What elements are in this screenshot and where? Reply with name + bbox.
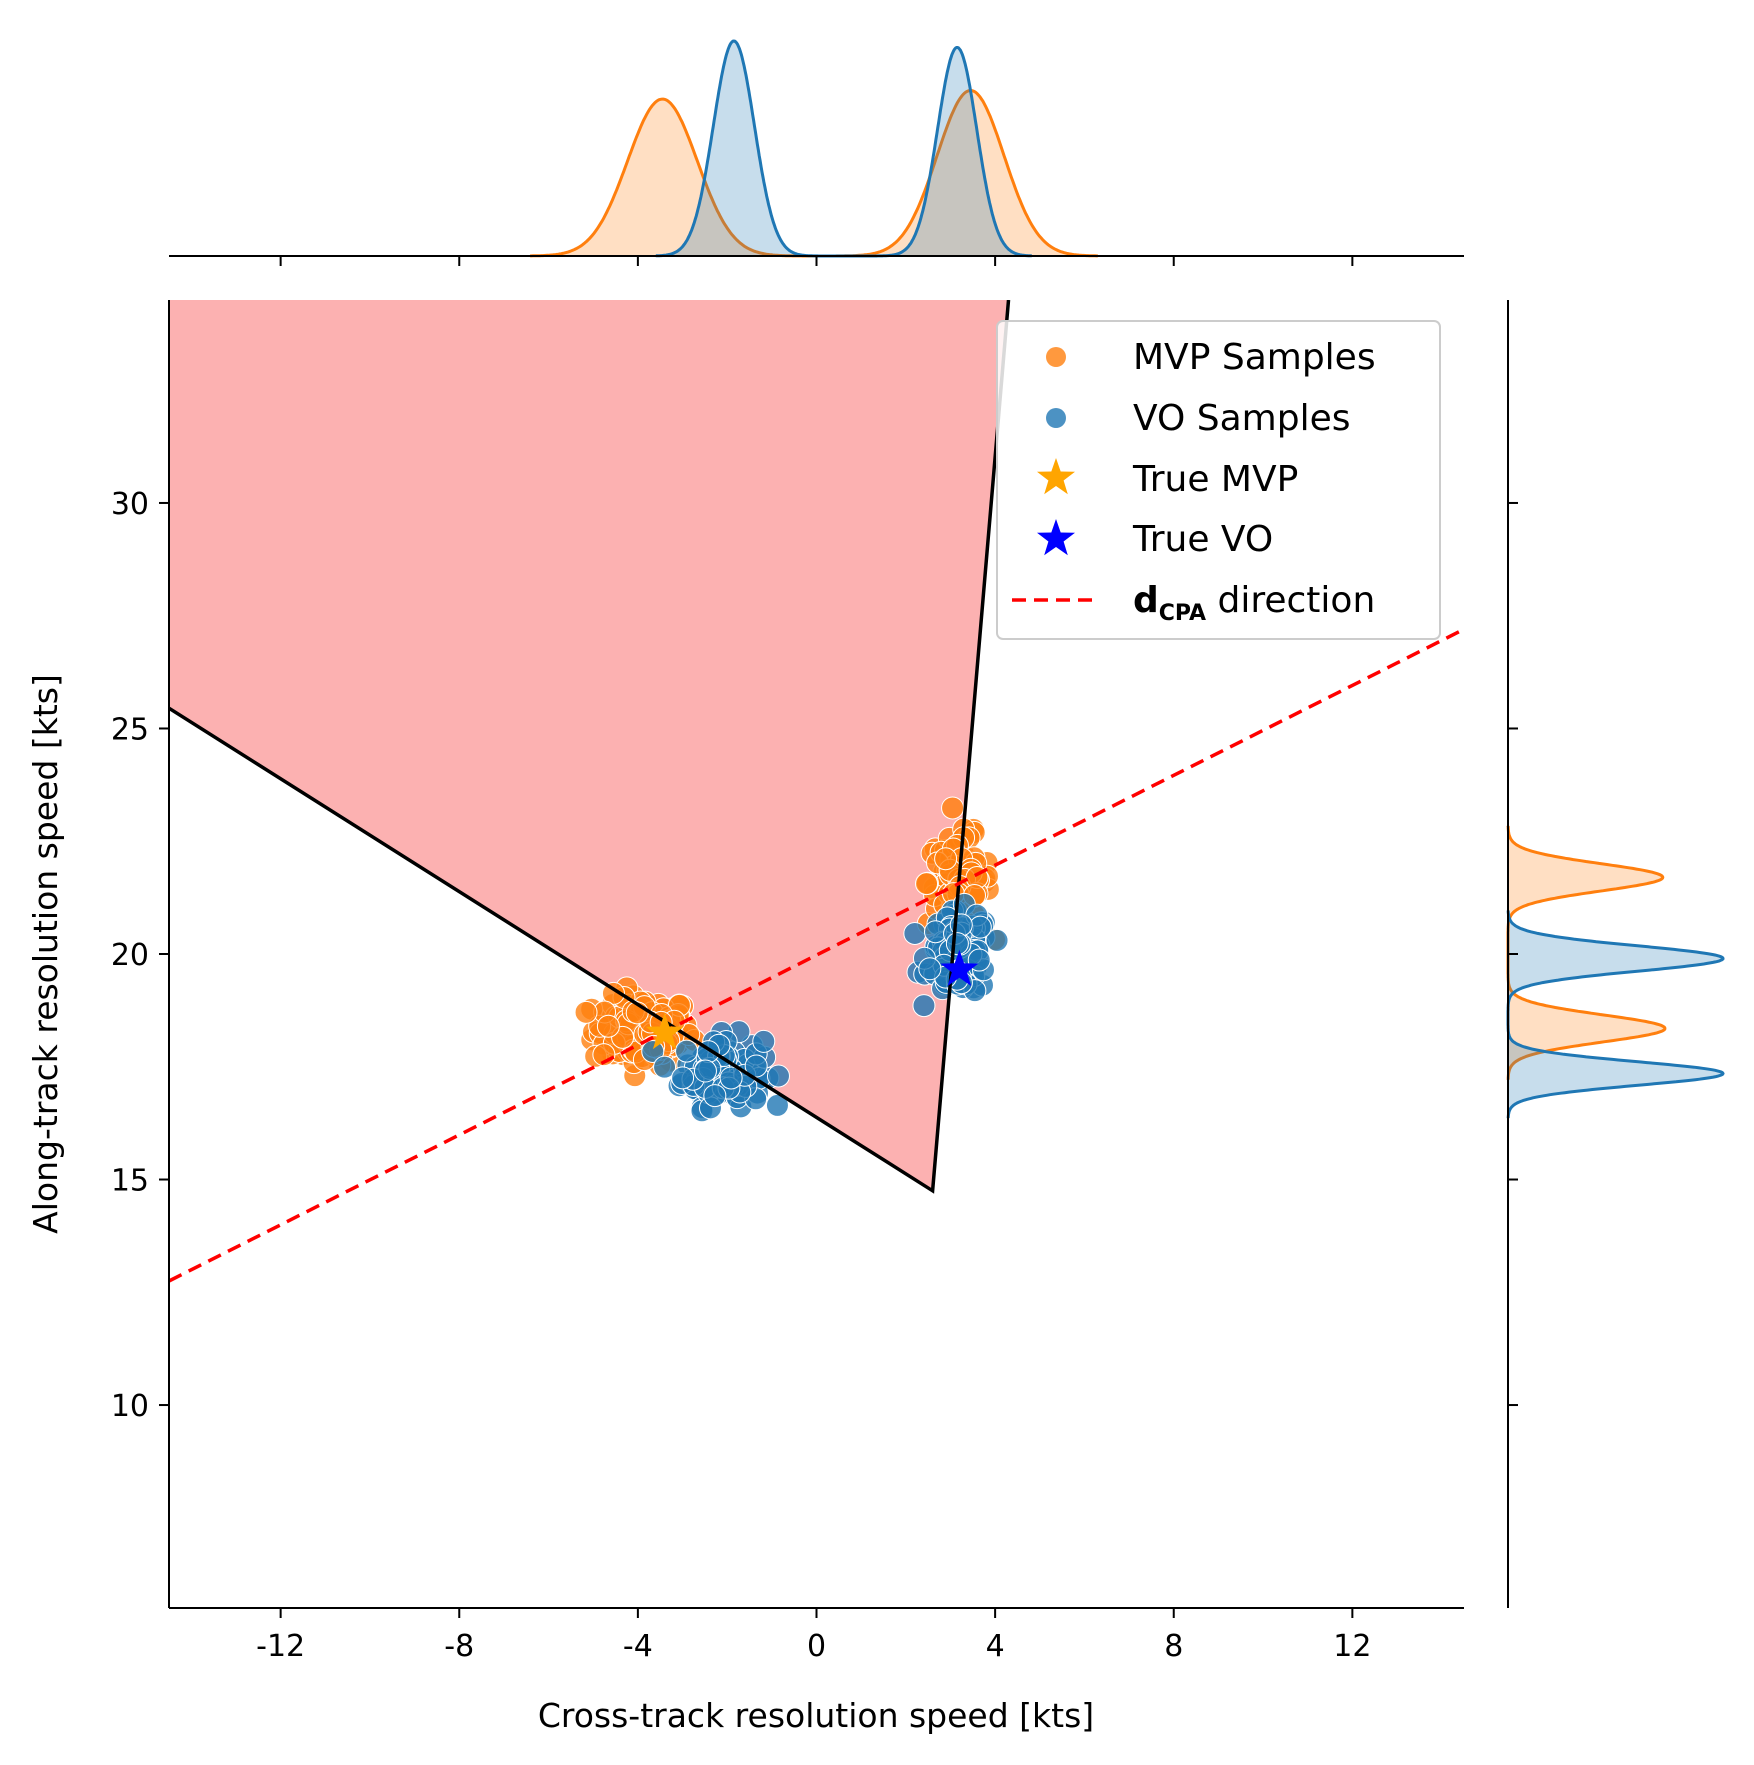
x-tick-label: 8: [1164, 1629, 1183, 1664]
scatter-point: [671, 1066, 695, 1090]
legend-label-true-vo: True VO: [1132, 519, 1273, 560]
x-tick-label: -4: [623, 1629, 653, 1664]
scatter-point: [641, 1039, 665, 1063]
scatter-point: [719, 1066, 743, 1090]
y-axis-ticks: 10 15 20 25 30: [111, 487, 169, 1424]
scatter-point: [985, 928, 1009, 952]
scatter-point: [744, 1054, 768, 1078]
scatter-point: [703, 1084, 727, 1108]
scatter-point: [653, 1055, 677, 1079]
legend-marker-vo-samples: [1046, 408, 1066, 428]
scatter-point: [693, 1059, 717, 1083]
true-point-true-vo: [940, 949, 979, 986]
x-axis-label: Cross-track resolution speed [kts]: [538, 1696, 1094, 1735]
scatter-point: [596, 1014, 620, 1038]
scatter-point: [945, 932, 969, 956]
scatter-point: [915, 872, 939, 896]
y-axis-label: Along-track resolution speed [kts]: [26, 674, 65, 1234]
x-tick-label: 12: [1333, 1629, 1371, 1664]
x-axis-ticks: -12 -8 -4 0 4 8 12: [256, 1608, 1371, 1664]
scatter-point: [923, 920, 947, 944]
y-tick-label: 15: [111, 1164, 149, 1199]
legend-label-dcpa-direction: dCPA direction: [1133, 580, 1375, 626]
velocity-obstacle-boundary: [169, 300, 1011, 1194]
legend-frame: [996, 320, 1441, 640]
x-tick-label: -8: [444, 1629, 474, 1664]
top-marginal-axes: [169, 39, 1464, 266]
scatter-point: [903, 921, 927, 945]
top-kde-fill-mvp: [530, 90, 1098, 256]
legend-marker-true-mvp: [1037, 458, 1075, 495]
scatter-point: [934, 847, 958, 871]
velocity-obstacle-region: [169, 300, 1009, 1191]
scatter-point: [918, 957, 942, 981]
y-tick-label: 30: [111, 487, 149, 522]
right-marginal-axes: [1506, 300, 1725, 1608]
x-tick-label: 0: [807, 1629, 826, 1664]
legend-marker-true-vo: [1037, 519, 1075, 556]
legend-label-true-mvp: True MVP: [1132, 459, 1298, 500]
scatter-point: [574, 1000, 598, 1024]
x-tick-label: 4: [986, 1629, 1005, 1664]
legend: MVP Samples VO Samples True MVP True VO …: [996, 320, 1441, 640]
scatter-point: [675, 1039, 699, 1063]
legend-entry-true-mvp: True MVP: [1037, 458, 1298, 500]
y-tick-label: 10: [111, 1389, 149, 1424]
scatter-point: [766, 1064, 790, 1088]
right-kde-fill-mvp: [1508, 825, 1665, 1080]
main-axes: -12 -8 -4 0 4 8 12 10 15 20 25 30 Cross-track reso…: [26, 300, 1464, 1735]
scatter-point: [601, 981, 625, 1005]
scatter-point: [752, 1029, 776, 1053]
y-tick-label: 25: [111, 712, 149, 747]
scatter-point: [968, 915, 992, 939]
legend-label-vo-samples: VO Samples: [1133, 398, 1351, 439]
legend-marker-mvp-samples: [1046, 347, 1066, 367]
top-kde-fill-vo: [655, 41, 1032, 256]
right-marginal-kde: [1506, 825, 1725, 1119]
right-marginal-ticks: [1508, 501, 1518, 1407]
right-kde-fill-vo: [1508, 910, 1723, 1119]
scatter-point: [912, 994, 936, 1018]
y-tick-label: 20: [111, 938, 149, 973]
legend-entry-dcpa-direction: dCPA direction: [1012, 580, 1375, 626]
legend-label-mvp-samples: MVP Samples: [1133, 337, 1376, 378]
true-point-true-mvp: [645, 1012, 684, 1050]
x-tick-label: -12: [256, 1629, 305, 1664]
scatter-point: [941, 796, 965, 820]
top-marginal-ticks: [279, 256, 1354, 266]
legend-entry-vo-samples: VO Samples: [1046, 398, 1351, 439]
legend-entry-mvp-samples: MVP Samples: [1046, 337, 1376, 378]
legend-entry-true-vo: True VO: [1037, 519, 1273, 560]
true-points: [645, 949, 979, 1050]
top-marginal-kde: [530, 39, 1098, 258]
